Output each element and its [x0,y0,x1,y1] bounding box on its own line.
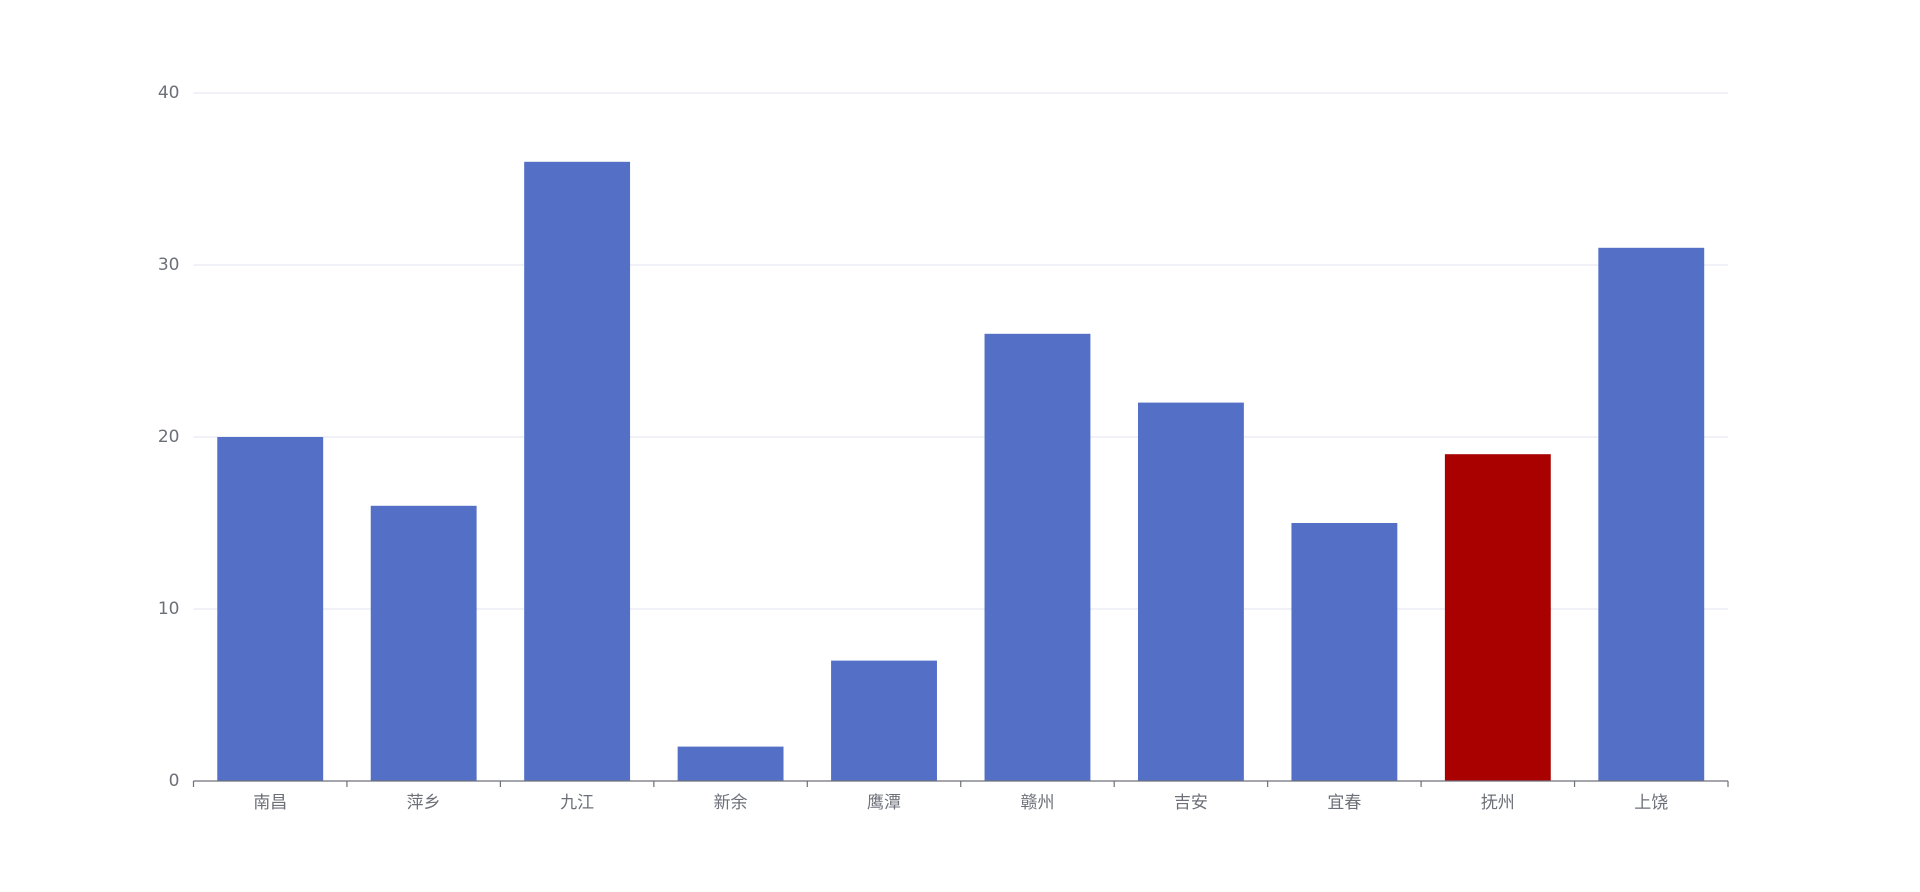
bar [370,505,477,781]
x-tick-label: 赣州 [1020,793,1054,813]
y-tick-label: 40 [158,83,180,103]
bar [1598,247,1705,782]
y-tick-label: 0 [169,771,180,791]
bar [1291,523,1398,781]
x-tick-label: 萍乡 [407,793,441,813]
bar [217,437,324,781]
x-tick-label: 宜春 [1327,793,1361,813]
y-tick-label: 10 [158,599,180,619]
x-tick-label: 新余 [714,793,748,813]
bar [984,333,1091,781]
y-tick-label: 30 [158,255,180,275]
bar [831,660,937,781]
x-tick-label: 吉安 [1174,793,1208,813]
y-tick-label: 20 [158,427,180,447]
bar [1137,402,1244,781]
bar [677,746,784,781]
x-tick-label: 抚州 [1481,793,1515,813]
bar [524,161,631,782]
x-tick-label: 鹰潭 [867,793,901,813]
x-tick-label: 九江 [560,793,594,813]
x-tick-label: 上饶 [1634,793,1668,813]
bar [1444,454,1551,781]
x-tick-label: 南昌 [253,793,287,813]
